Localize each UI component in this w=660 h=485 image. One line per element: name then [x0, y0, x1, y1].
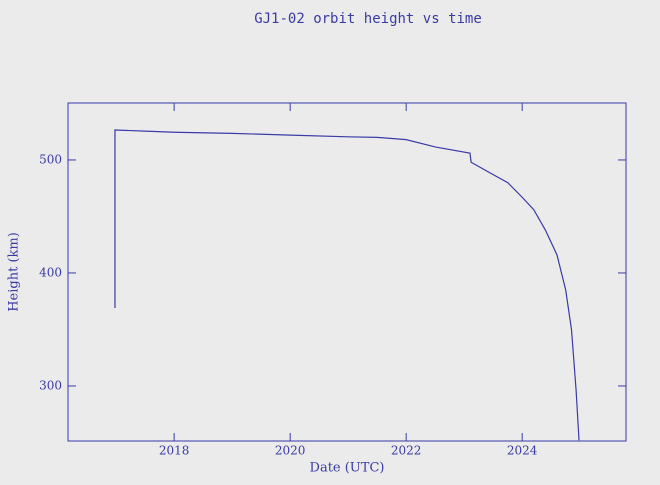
x-tick-label: 2020 — [275, 444, 306, 458]
y-tick-label: 300 — [39, 378, 62, 392]
y-axis-label: Height (km) — [7, 232, 22, 312]
data-line — [114, 129, 580, 441]
y-tick-label: 500 — [39, 152, 62, 166]
x-axis-label: Date (UTC) — [310, 461, 385, 476]
x-tick-label: 2022 — [391, 444, 422, 458]
x-tick-label: 2018 — [159, 444, 190, 458]
plot-frame — [67, 102, 627, 442]
y-tick-label: 400 — [39, 265, 62, 279]
chart-title: GJ1-02 orbit height vs time — [254, 11, 482, 27]
x-tick-label: 2024 — [507, 444, 538, 458]
